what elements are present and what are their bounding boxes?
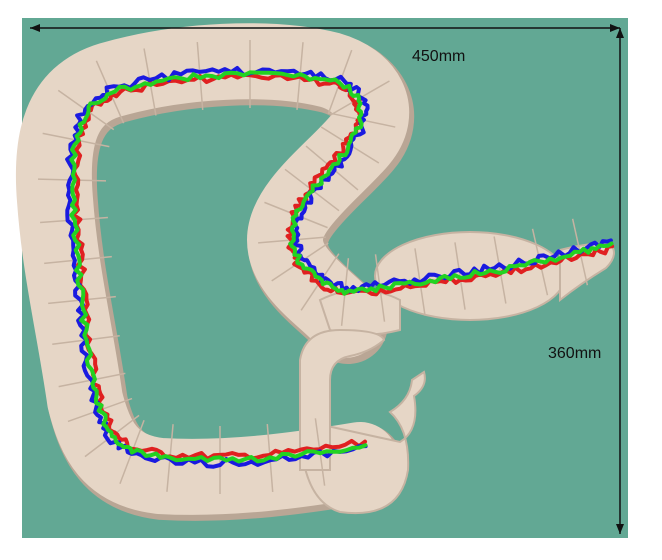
track-green bbox=[69, 70, 614, 464]
width-dimension-label: 450mm bbox=[412, 48, 466, 65]
track-red bbox=[71, 72, 615, 461]
width-dimension-arrow bbox=[30, 24, 620, 32]
trajectory-tracks bbox=[65, 66, 615, 469]
height-dimension-arrow bbox=[616, 28, 624, 534]
height-dimension-label: 360mm bbox=[548, 345, 602, 362]
ascending-hook bbox=[299, 328, 386, 471]
haustra-fold bbox=[493, 236, 507, 304]
